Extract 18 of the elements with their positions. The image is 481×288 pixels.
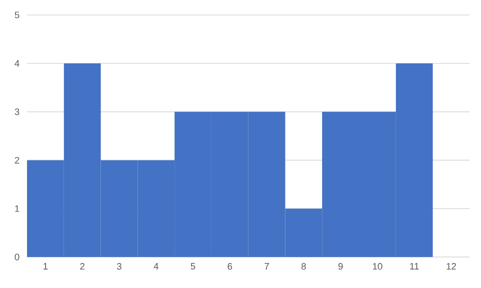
x-tick-label: 6 [228,263,232,270]
x-tick-label: 12 [446,263,456,270]
y-tick-label: 2 [14,156,20,164]
x-tick-label: 10 [372,263,382,270]
x-tick-label: 1 [44,263,48,270]
x-tick-label: 11 [410,263,419,270]
y-tick-label: 4 [14,60,20,67]
y-tick-label: 5 [14,12,20,18]
y-tick-label: 0 [14,254,20,260]
x-tick-label: 4 [154,263,158,270]
x-tick-label: 3 [116,263,122,270]
x-tick-label: 9 [338,263,343,270]
x-tick-label: 2 [80,263,84,270]
x-tick-label: 5 [190,263,196,270]
x-tick-label: 8 [301,263,306,270]
x-tick-label: 7 [264,263,269,270]
y-tick-label: 3 [14,108,20,116]
y-tick-label: 1 [15,205,20,212]
